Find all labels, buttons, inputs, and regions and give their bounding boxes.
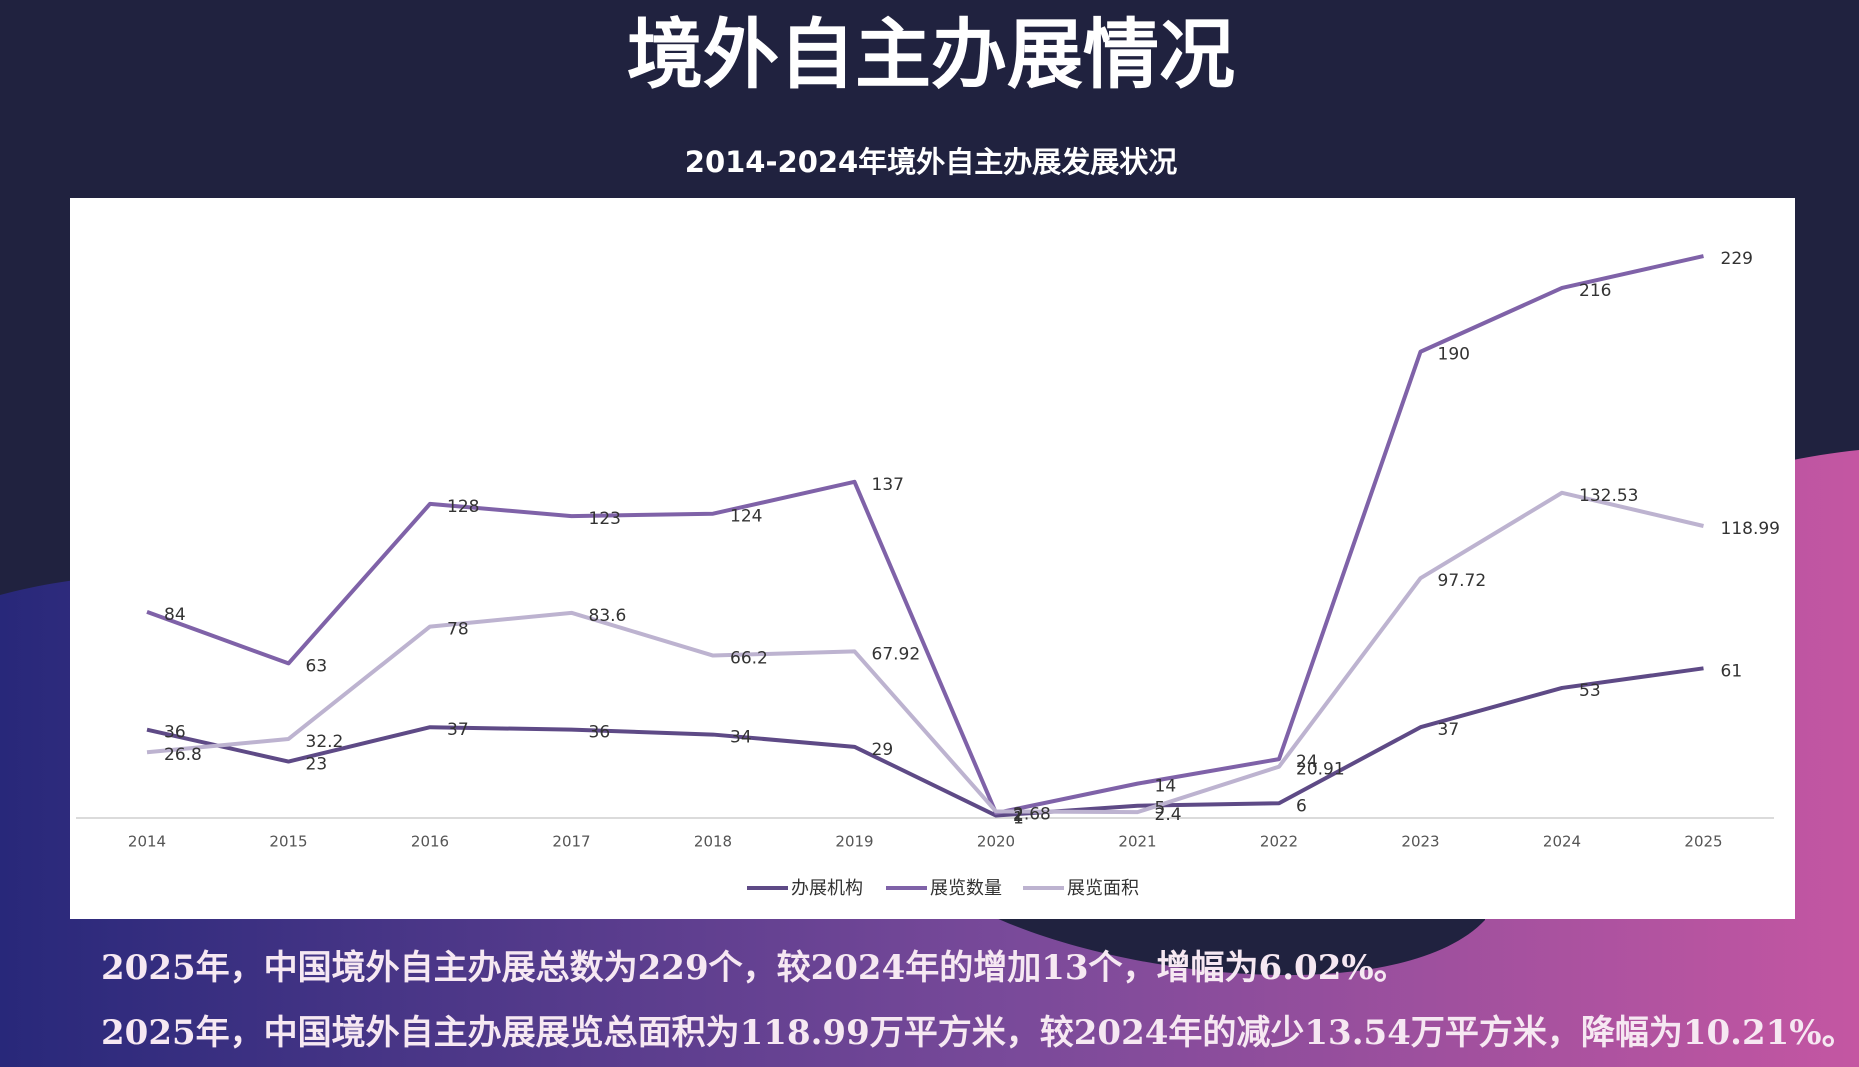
legend-label: 展览数量 bbox=[930, 878, 1002, 899]
data-label: 34 bbox=[730, 728, 752, 748]
data-line bbox=[146, 666, 1704, 818]
data-label: 36 bbox=[589, 723, 611, 743]
page-title: 境外自主办展情况 bbox=[627, 10, 1235, 99]
x-tick-label: 2024 bbox=[1543, 833, 1581, 851]
chart-area bbox=[70, 198, 1795, 919]
note: 2025年，中国境外自主办展总数为229个，较2024年的增加13个，增幅为6.… bbox=[101, 948, 1408, 988]
x-tick-label: 2016 bbox=[411, 833, 449, 851]
data-label: 6 bbox=[1296, 796, 1307, 816]
data-label: 2.4 bbox=[1155, 805, 1182, 825]
data-label: 14 bbox=[1155, 777, 1177, 797]
data-label: 83.6 bbox=[589, 606, 627, 626]
data-label: 78 bbox=[447, 620, 469, 640]
data-label: 229 bbox=[1721, 249, 1753, 269]
data-label: 118.99 bbox=[1721, 519, 1780, 539]
legend-label: 展览面积 bbox=[1067, 878, 1139, 899]
x-tick-label: 2020 bbox=[977, 833, 1015, 851]
x-tick-label: 2017 bbox=[552, 833, 590, 851]
x-tick-label: 2018 bbox=[694, 833, 732, 851]
data-label: 128 bbox=[447, 497, 479, 517]
x-tick-label: 2019 bbox=[835, 833, 873, 851]
data-label: 29 bbox=[872, 740, 894, 760]
data-label: 84 bbox=[164, 605, 186, 625]
data-label: 67.92 bbox=[872, 644, 921, 664]
data-label: 32.2 bbox=[306, 732, 344, 752]
data-label: 1 bbox=[1013, 809, 1024, 829]
data-label: 61 bbox=[1721, 661, 1743, 681]
data-line bbox=[146, 490, 1704, 815]
data-label: 97.72 bbox=[1438, 571, 1487, 591]
data-label: 20.91 bbox=[1296, 760, 1345, 780]
x-tick-label: 2023 bbox=[1401, 833, 1439, 851]
chart-title: 2014-2024年境外自主办展发展状况 bbox=[685, 145, 1177, 179]
data-label: 123 bbox=[589, 509, 621, 529]
data-label: 5 bbox=[1155, 799, 1166, 819]
data-label: 216 bbox=[1579, 281, 1611, 301]
data-label: 53 bbox=[1579, 681, 1601, 701]
data-label: 63 bbox=[306, 656, 328, 676]
x-tick-label: 2022 bbox=[1260, 833, 1298, 851]
x-tick-label: 2025 bbox=[1684, 833, 1722, 851]
x-tick-label: 2014 bbox=[128, 833, 166, 851]
data-label: 36 bbox=[164, 723, 186, 743]
data-label: 37 bbox=[1438, 720, 1460, 740]
data-label: 26.8 bbox=[164, 745, 202, 765]
data-label: 137 bbox=[872, 475, 904, 495]
data-label: 2 bbox=[1013, 806, 1024, 826]
data-line bbox=[146, 254, 1704, 816]
data-label: 132.53 bbox=[1579, 486, 1638, 506]
data-label: 190 bbox=[1438, 345, 1470, 365]
x-tick-label: 2015 bbox=[269, 833, 307, 851]
data-label: 2.68 bbox=[1013, 804, 1051, 824]
data-label: 37 bbox=[447, 720, 469, 740]
data-label: 23 bbox=[306, 755, 328, 775]
x-tick-label: 2021 bbox=[1118, 833, 1156, 851]
data-label: 124 bbox=[730, 507, 762, 527]
note: 2025年，中国境外自主办展展览总面积为118.99万平方米，较2024年的减少… bbox=[101, 1013, 1856, 1053]
legend-label: 办展机构 bbox=[791, 878, 863, 899]
data-label: 66.2 bbox=[730, 649, 768, 669]
data-label: 24 bbox=[1296, 752, 1318, 772]
